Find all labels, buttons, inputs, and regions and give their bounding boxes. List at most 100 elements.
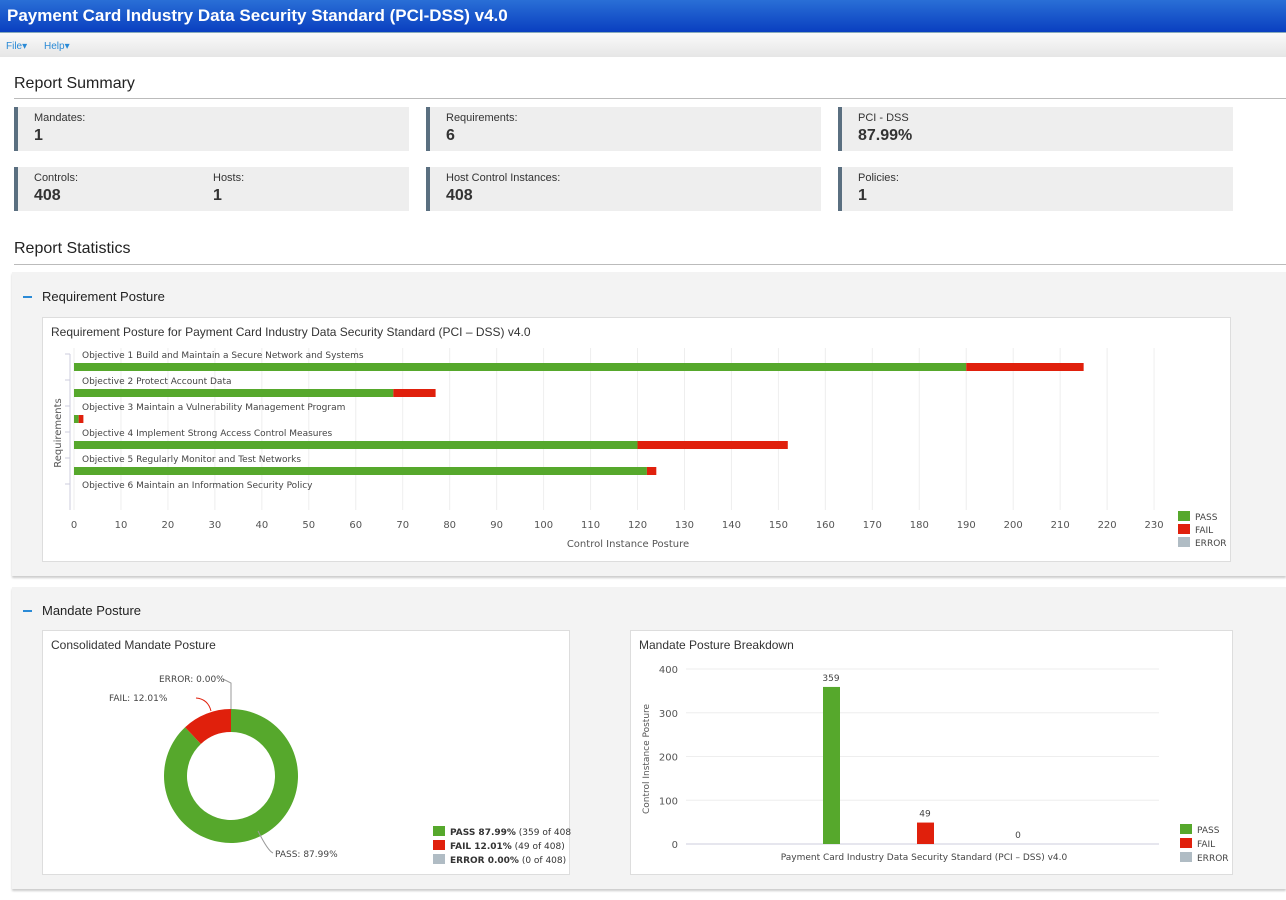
legend-label: ERROR (1195, 539, 1227, 549)
connector (257, 830, 274, 854)
legend-swatch (1180, 838, 1192, 848)
legend-swatch (433, 840, 445, 850)
legend-label: FAIL 12.01% (49 of 408) (450, 842, 565, 852)
category-label: Objective 1 Build and Maintain a Secure … (82, 351, 364, 361)
y-tick-label: 400 (659, 665, 678, 676)
chart-title: Mandate Posture Breakdown (639, 638, 794, 652)
collapse-icon[interactable] (23, 296, 32, 298)
bar-fail (637, 441, 788, 449)
bar-pass (74, 389, 394, 397)
bar-fail (917, 822, 934, 844)
hci-card: Host Control Instances: 408 (426, 167, 821, 211)
x-tick-label: 210 (1051, 520, 1070, 531)
label: Requirements: (446, 112, 518, 124)
data-label: 0 (1015, 831, 1021, 841)
x-tick-label: 30 (209, 520, 222, 531)
y-tick-label: 200 (659, 753, 678, 764)
legend-swatch (1180, 824, 1192, 834)
x-tick-label: 90 (490, 520, 503, 531)
slice-label: PASS: 87.99% (275, 850, 338, 860)
requirements-card: Requirements: 6 (426, 107, 821, 151)
collapse-icon[interactable] (23, 610, 32, 612)
legend-swatch (1178, 524, 1190, 534)
report-summary-heading: Report Summary (14, 75, 135, 92)
menu-file[interactable]: File▾ (6, 41, 28, 52)
slice-label: FAIL: 12.01% (109, 694, 168, 704)
x-tick-label: 20 (162, 520, 175, 531)
category-label: Objective 3 Maintain a Vulnerability Man… (82, 403, 345, 413)
consolidated-chart: Consolidated Mandate Posture PASS: 87.99… (42, 630, 571, 875)
slice-label: ERROR: 0.00% (159, 675, 225, 685)
value: 408 (446, 187, 473, 204)
pci-card: PCI - DSS 87.99% (838, 107, 1233, 151)
label: Controls: (34, 172, 79, 184)
label: PCI - DSS (858, 112, 909, 124)
legend-label: FAIL (1195, 526, 1213, 536)
legend-swatch (433, 826, 445, 836)
divider (14, 98, 1286, 99)
requirement-chart: Requirement Posture for Payment Card Ind… (42, 317, 1231, 562)
window-title: Payment Card Industry Data Security Stan… (0, 0, 1286, 32)
x-tick-label: 70 (396, 520, 409, 531)
section-title: Mandate Posture (42, 603, 142, 618)
category-label: Objective 4 Implement Strong Access Cont… (82, 429, 333, 439)
bar-fail (78, 415, 84, 423)
x-tick-label: 200 (1004, 520, 1023, 531)
report-statistics-heading: Report Statistics (14, 240, 131, 257)
bar-fail (966, 363, 1084, 371)
chart-title: Requirement Posture for Payment Card Ind… (51, 325, 531, 339)
y-tick-label: 300 (659, 709, 678, 720)
x-tick-label: 180 (910, 520, 929, 531)
x-tick-label: 150 (769, 520, 788, 531)
value: 6 (446, 127, 455, 144)
bar-pass (74, 363, 967, 371)
legend-label: FAIL (1197, 840, 1215, 850)
x-tick-label: 230 (1145, 520, 1164, 531)
x-tick-label: 10 (115, 520, 128, 531)
connector (195, 697, 212, 712)
x-tick-label: 190 (957, 520, 976, 531)
bar-pass (74, 415, 79, 423)
x-tick-label: 100 (534, 520, 553, 531)
bar-pass (823, 686, 840, 844)
category-label: Objective 5 Regularly Monitor and Test N… (82, 455, 301, 465)
controls-card: Controls: 408 Hosts: 1 (14, 167, 409, 211)
x-tick-label: 120 (628, 520, 647, 531)
section-title: Requirement Posture (42, 289, 165, 304)
x-tick-label: 110 (581, 520, 600, 531)
x-axis-title: Control Instance Posture (567, 539, 689, 550)
mandate-posture-panel: Mandate Posture Consolidated Mandate Pos… (12, 587, 1286, 889)
menu-help[interactable]: Help▾ (44, 41, 70, 52)
hosts-value: 1 (213, 187, 222, 204)
legend-label: ERROR 0.00% (0 of 408) (450, 856, 566, 866)
bar-fail (393, 389, 436, 397)
divider (14, 264, 1286, 265)
label: Policies: (858, 172, 899, 184)
y-tick-label: 100 (659, 796, 678, 807)
value: 87.99% (858, 127, 913, 144)
chart-title: Consolidated Mandate Posture (51, 638, 216, 652)
legend-label: PASS (1197, 826, 1220, 836)
legend-swatch (433, 854, 445, 864)
x-tick-label: 140 (722, 520, 741, 531)
legend-swatch (1180, 852, 1192, 862)
legend-swatch (1178, 511, 1190, 521)
x-tick-label: 0 (71, 520, 77, 531)
x-tick-label: 60 (349, 520, 362, 531)
y-axis-title: Requirements (53, 398, 64, 468)
value: 408 (34, 187, 61, 204)
value: 1 (858, 187, 867, 204)
x-tick-label: 50 (302, 520, 315, 531)
legend-swatch (1178, 537, 1190, 547)
legend-label: PASS (1195, 513, 1218, 523)
y-tick-label: 0 (672, 840, 678, 851)
x-tick-label: 40 (255, 520, 268, 531)
policies-card: Policies: 1 (838, 167, 1233, 211)
y-axis-title: Control Instance Posture (642, 703, 652, 814)
menu-bar: File▾ Help▾ (0, 32, 1286, 57)
slice-fail (185, 709, 231, 744)
x-tick-label: 130 (675, 520, 694, 531)
x-tick-label: 80 (443, 520, 456, 531)
data-label: 359 (822, 674, 839, 684)
slice-pass (163, 709, 299, 843)
